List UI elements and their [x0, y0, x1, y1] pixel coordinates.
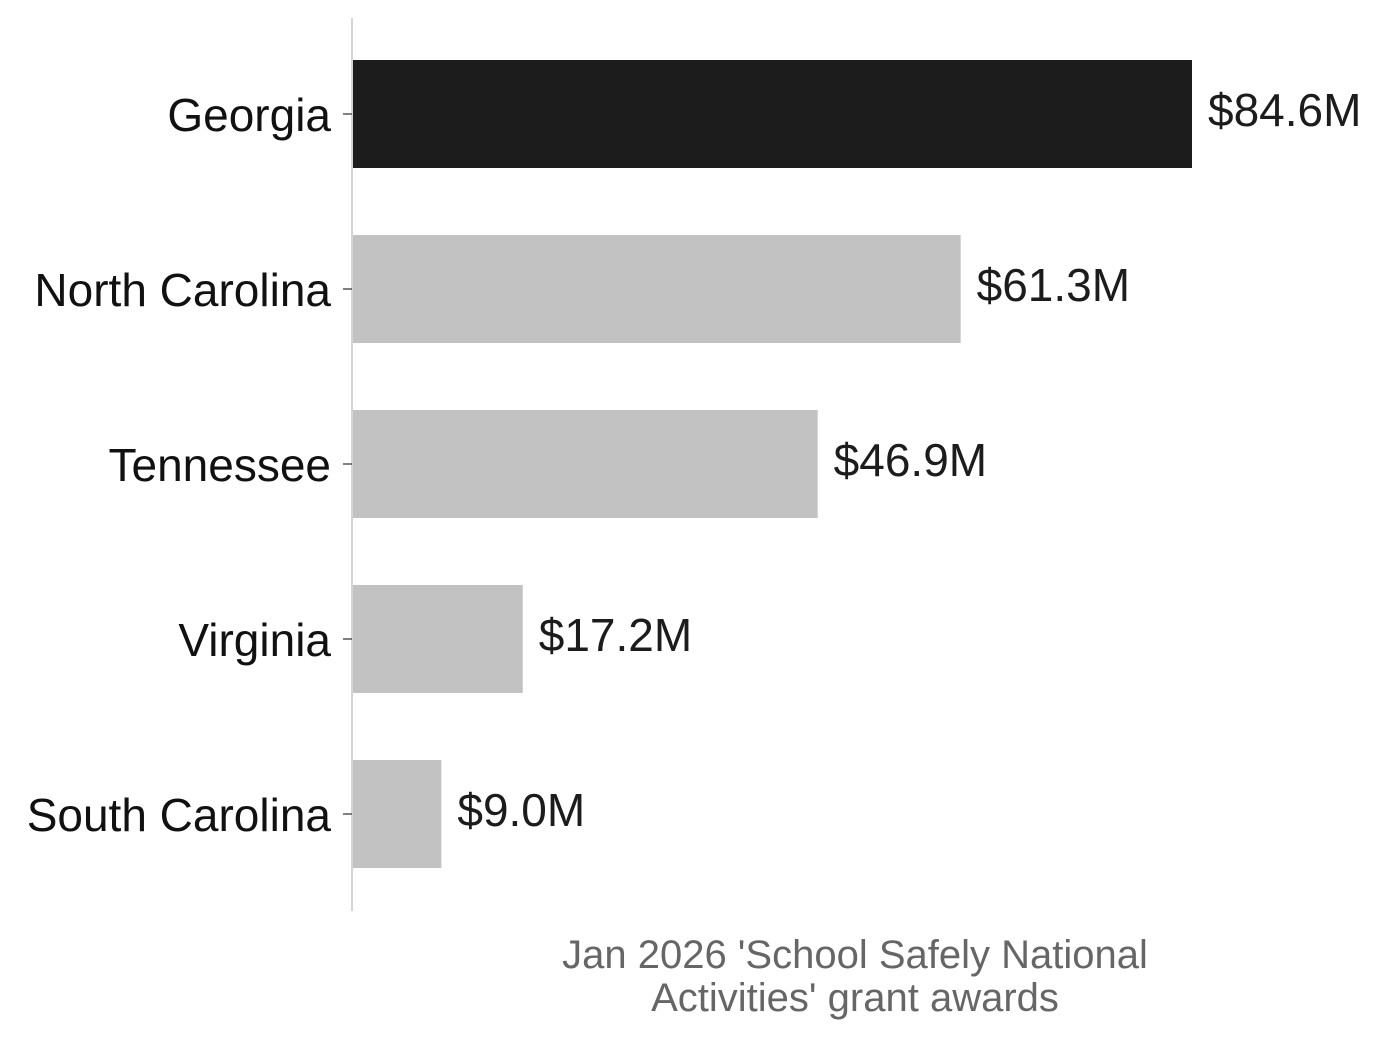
value-label-south-carolina: $9.0M [457, 784, 585, 836]
bar-tennessee [353, 410, 818, 518]
category-label-virginia: Virginia [178, 614, 331, 666]
bar-virginia [353, 585, 523, 693]
value-label-virginia: $17.2M [539, 609, 692, 661]
category-labels-group: Georgia North Carolina Tennessee Virginia So… [27, 89, 332, 841]
category-label-tennessee: Tennessee [109, 439, 332, 491]
value-label-georgia: $84.6M [1208, 84, 1361, 136]
category-label-south-carolina: South Carolina [27, 789, 332, 841]
bar-georgia [353, 60, 1192, 168]
x-axis-label-line-2: Activities' grant awards [651, 976, 1059, 1020]
bar-north-carolina [353, 235, 961, 343]
category-label-north-carolina: North Carolina [34, 264, 331, 316]
x-axis-label-line-1: Jan 2026 'School Safely National [562, 933, 1148, 977]
bar-south-carolina [353, 760, 442, 868]
value-label-north-carolina: $61.3M [977, 259, 1130, 311]
category-label-georgia: Georgia [167, 89, 331, 141]
value-labels-group: $84.6M $61.3M $46.9M $17.2M $9.0M [457, 84, 1361, 836]
value-label-tennessee: $46.9M [834, 434, 987, 486]
bars-group [353, 60, 1192, 868]
y-ticks-group [343, 113, 352, 815]
